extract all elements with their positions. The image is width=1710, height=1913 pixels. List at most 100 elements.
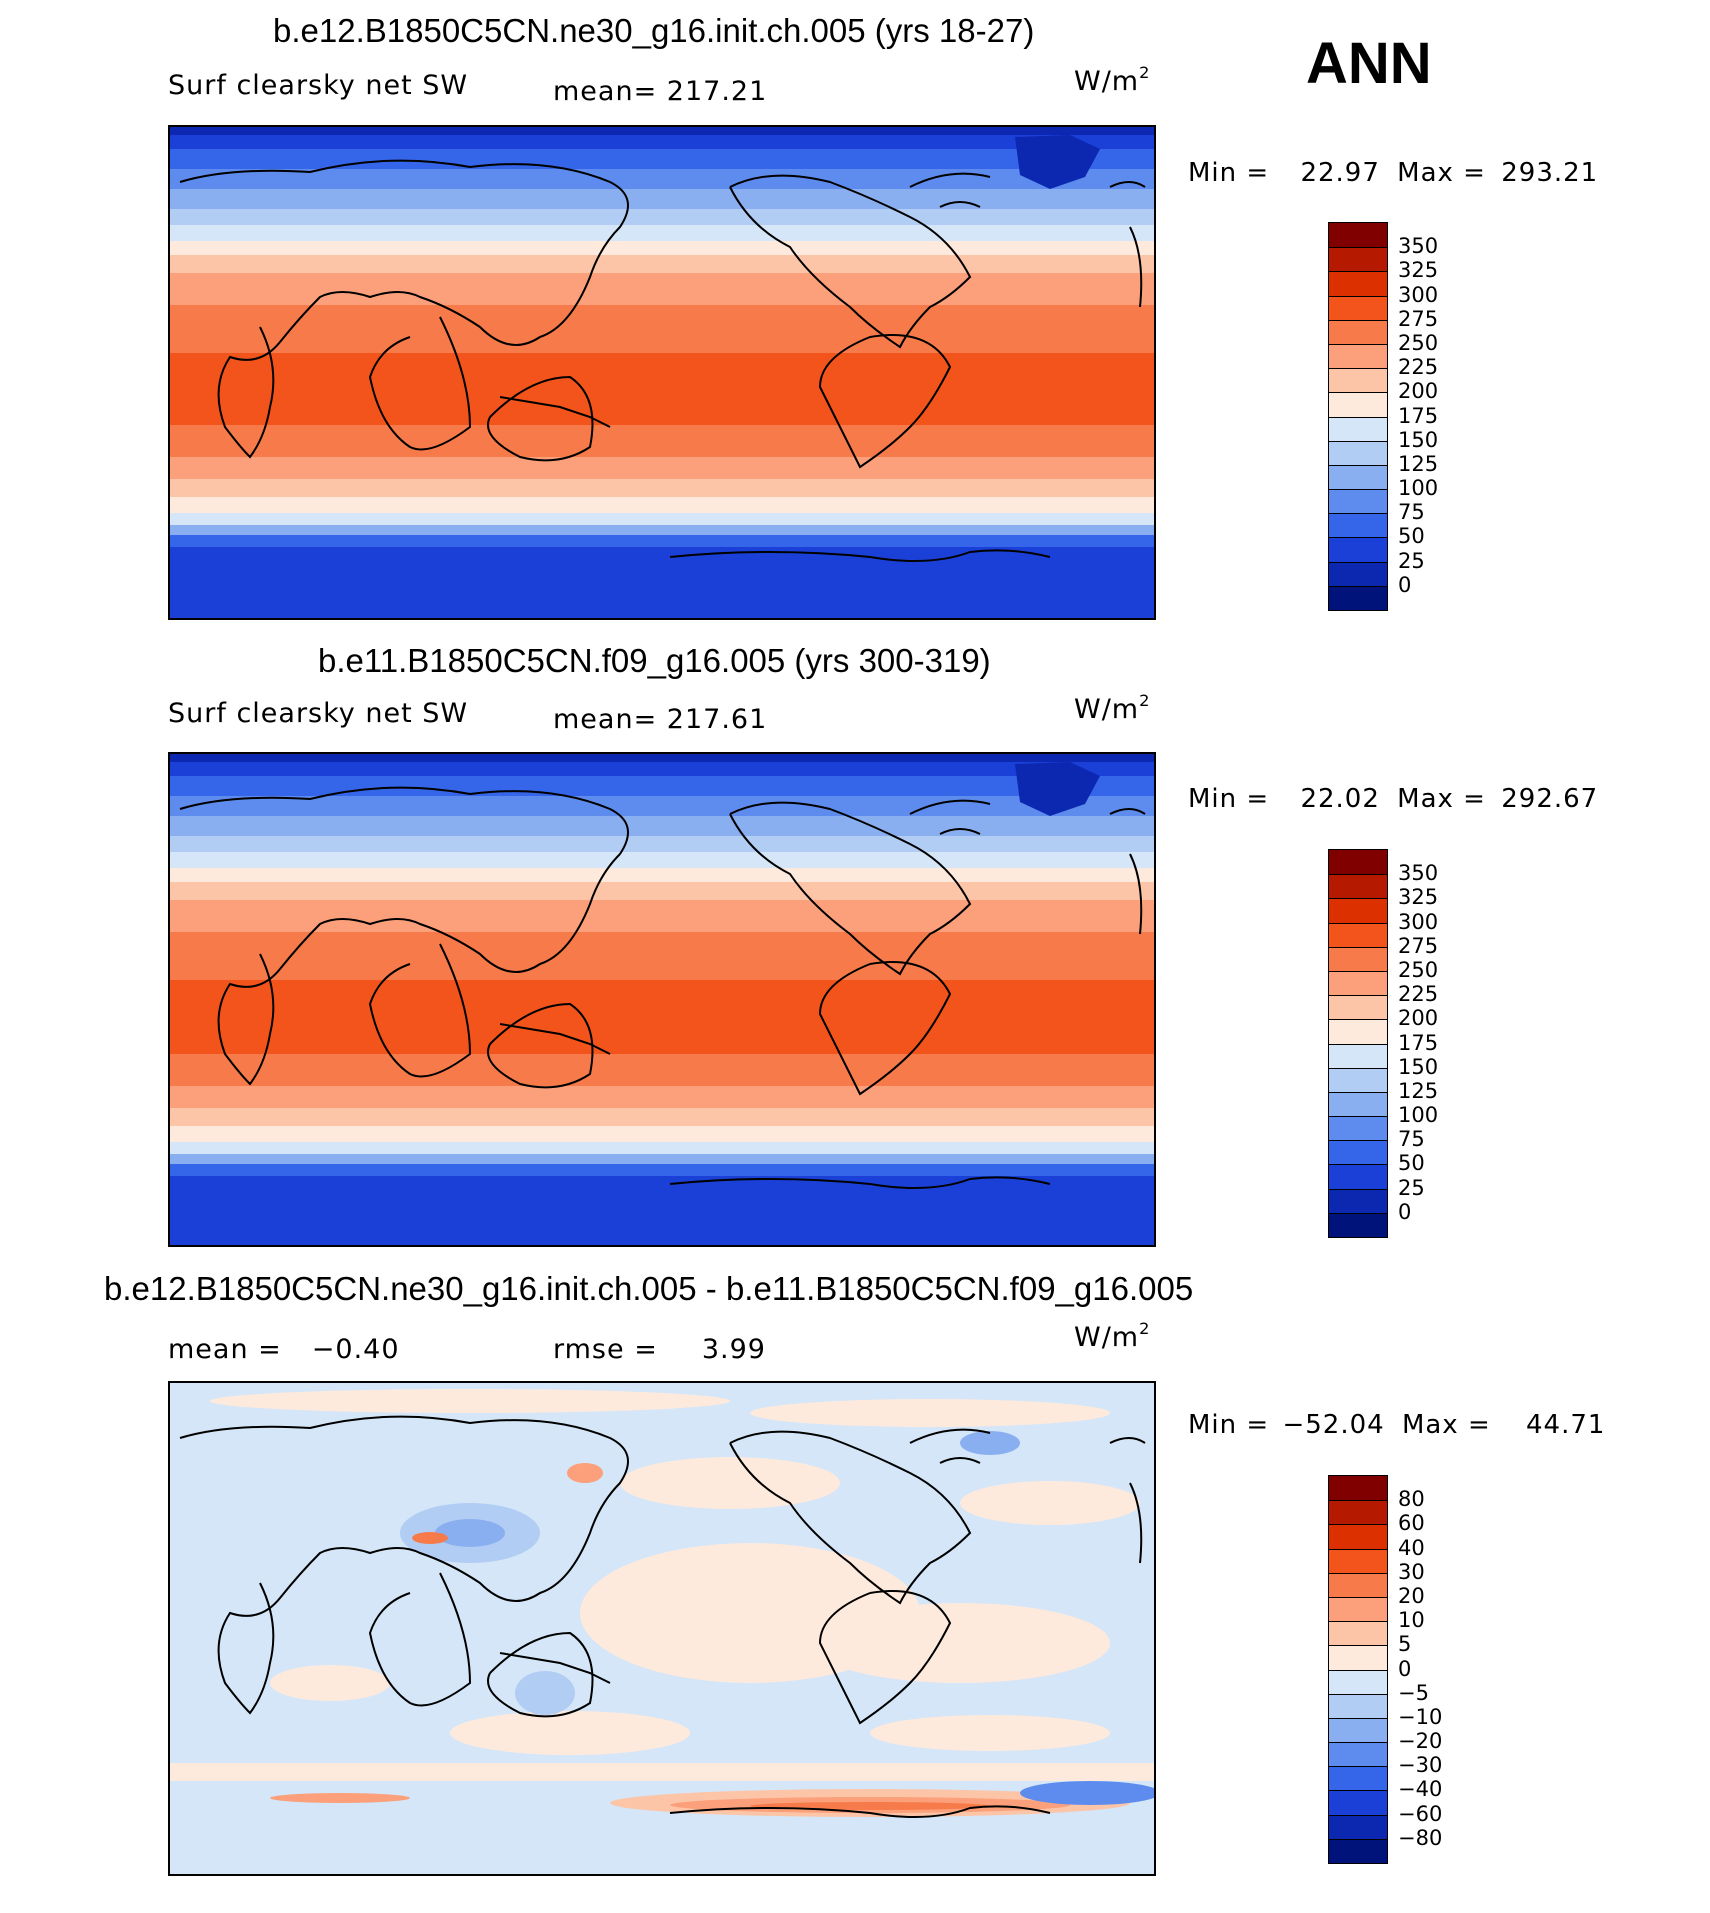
colorbar-swatch	[1329, 1188, 1387, 1213]
colorbar-swatch	[1329, 1717, 1387, 1743]
colorbar-swatch	[1329, 440, 1387, 465]
colorbar-tick-label: −5	[1398, 1680, 1429, 1705]
colorbar-tick-label: −80	[1398, 1825, 1443, 1850]
panel1-min-label: Min =	[1188, 158, 1270, 188]
colorbar-swatch	[1329, 343, 1387, 369]
colorbar-tick-label: 325	[1398, 885, 1439, 910]
colorbar-tick-label: 275	[1398, 933, 1439, 958]
colorbar-tick-label: 100	[1398, 476, 1439, 501]
colorbar-tick-label: 100	[1398, 1103, 1439, 1128]
colorbar-tick-label: 300	[1398, 909, 1439, 934]
panel3-minmax: Min = −52.04 Max = 44.71	[1188, 1410, 1605, 1440]
panel3-colorbar-ticks: 80 60 40 30 20 10 5 0 −5 −10 −20 −30 −40 −60 −80	[1398, 1475, 1478, 1864]
colorbar-tick-label: −40	[1398, 1777, 1443, 1802]
panel3-rmse-label: rmse =	[553, 1334, 658, 1365]
colorbar-tick-label: 175	[1398, 403, 1439, 428]
panel2-colorbar-ticks: 350 325 300 275 250 225 200 175 150 125 100 75 50 25 0	[1398, 849, 1478, 1238]
panel1-minmax: Min = 22.97 Max = 293.21	[1188, 158, 1598, 188]
panel3-mean: mean = −0.40	[168, 1334, 400, 1365]
panel3-min-label: Min =	[1188, 1410, 1270, 1440]
colorbar-swatch	[1329, 922, 1387, 947]
colorbar-tick-label: 20	[1398, 1583, 1425, 1608]
colorbar-tick-label: 80	[1398, 1487, 1425, 1512]
panel2-variable: Surf clearsky net SW	[168, 698, 469, 729]
colorbar-swatch	[1329, 1572, 1387, 1597]
colorbar-swatch	[1329, 247, 1387, 272]
colorbar-tick-label: 125	[1398, 1078, 1439, 1103]
colorbar-tick-label: 275	[1398, 306, 1439, 331]
panel1-min-value: 22.97	[1300, 158, 1380, 188]
colorbar-swatch	[1329, 295, 1387, 320]
colorbar-tick-label: 30	[1398, 1559, 1425, 1584]
colorbar-swatch	[1329, 1790, 1387, 1815]
panel1-title: b.e12.B1850C5CN.ne30_g16.init.ch.005 (yr…	[273, 12, 1035, 49]
colorbar-swatch	[1329, 1742, 1387, 1767]
panel2-min-label: Min =	[1188, 784, 1270, 814]
colorbar-swatch	[1329, 1476, 1387, 1501]
panel2-minmax: Min = 22.02 Max = 292.67	[1188, 784, 1598, 814]
colorbar-swatch	[1329, 392, 1387, 417]
colorbar-tick-label: 150	[1398, 427, 1439, 452]
colorbar-tick-label: 325	[1398, 258, 1439, 283]
colorbar-tick-label: 40	[1398, 1535, 1425, 1560]
colorbar-swatch	[1329, 1766, 1387, 1791]
colorbar-swatch	[1329, 489, 1387, 514]
colorbar-tick-label: −60	[1398, 1801, 1443, 1826]
colorbar-swatch	[1329, 1043, 1387, 1068]
colorbar-swatch	[1329, 464, 1387, 490]
panel1-colorbar-ticks: 350 325 300 275 250 225 200 175 150 125 100 75 50 25 0	[1398, 222, 1478, 611]
colorbar-tick-label: 250	[1398, 957, 1439, 982]
panel1-variable: Surf clearsky net SW	[168, 70, 469, 101]
panel1-mean: mean= 217.21	[553, 76, 767, 107]
colorbar-tick-label: 225	[1398, 355, 1439, 380]
panel1-units: W/m2	[1074, 63, 1151, 97]
panel2-mean-label: mean=	[553, 704, 658, 735]
colorbar-swatch	[1329, 1164, 1387, 1189]
panel2-min-value: 22.02	[1300, 784, 1380, 814]
colorbar-swatch	[1329, 585, 1387, 610]
colorbar-tick-label: −30	[1398, 1753, 1443, 1778]
panel3-map	[168, 1381, 1156, 1876]
panel3-units: W/m2	[1074, 1319, 1151, 1353]
colorbar-tick-label: −10	[1398, 1704, 1443, 1729]
colorbar-swatch	[1329, 1524, 1387, 1549]
panel1-max-value: 293.21	[1501, 158, 1599, 188]
panel1-map	[168, 125, 1156, 620]
panel3-title: b.e12.B1850C5CN.ne30_g16.init.ch.005 - b…	[104, 1270, 1194, 1307]
panel2-mean-value: 217.61	[666, 704, 768, 735]
colorbar-tick-label: 75	[1398, 1127, 1425, 1152]
colorbar-swatch	[1329, 1091, 1387, 1117]
colorbar-tick-label: 225	[1398, 982, 1439, 1007]
panel3-rmse-value: 3.99	[701, 1334, 766, 1365]
colorbar-swatch	[1329, 416, 1387, 441]
season-label: ANN	[1306, 31, 1432, 96]
panel2-title: b.e11.B1850C5CN.f09_g16.005 (yrs 300-319…	[318, 642, 991, 679]
colorbar-swatch	[1329, 1500, 1387, 1525]
panel2-max-value: 292.67	[1501, 784, 1599, 814]
panel3-max-label: Max =	[1401, 1410, 1491, 1440]
colorbar-tick-label: 60	[1398, 1511, 1425, 1536]
colorbar-tick-label: 5	[1398, 1632, 1412, 1657]
colorbar-swatch	[1329, 1693, 1387, 1718]
colorbar-swatch	[1329, 995, 1387, 1020]
colorbar-swatch	[1329, 970, 1387, 996]
panel1-mean-value: 217.21	[666, 76, 768, 107]
panel3-min-value: −52.04	[1282, 1410, 1385, 1440]
colorbar-swatch	[1329, 1019, 1387, 1044]
colorbar-tick-label: 0	[1398, 1199, 1412, 1224]
colorbar-swatch	[1329, 319, 1387, 344]
colorbar-swatch	[1329, 223, 1387, 248]
colorbar-tick-label: 200	[1398, 379, 1439, 404]
colorbar-tick-label: 175	[1398, 1030, 1439, 1055]
colorbar-swatch	[1329, 537, 1387, 562]
colorbar-swatch	[1329, 1596, 1387, 1622]
colorbar-tick-label: 350	[1398, 861, 1439, 886]
colorbar-swatch	[1329, 874, 1387, 899]
colorbar-tick-label: −20	[1398, 1729, 1443, 1754]
panel1-colorbar	[1328, 222, 1388, 611]
panel1-mean-label: mean=	[553, 76, 658, 107]
colorbar-swatch	[1329, 850, 1387, 875]
panel3-mean-label: mean =	[168, 1334, 282, 1365]
colorbar-swatch	[1329, 1067, 1387, 1092]
panel3-max-value: 44.71	[1526, 1410, 1606, 1440]
